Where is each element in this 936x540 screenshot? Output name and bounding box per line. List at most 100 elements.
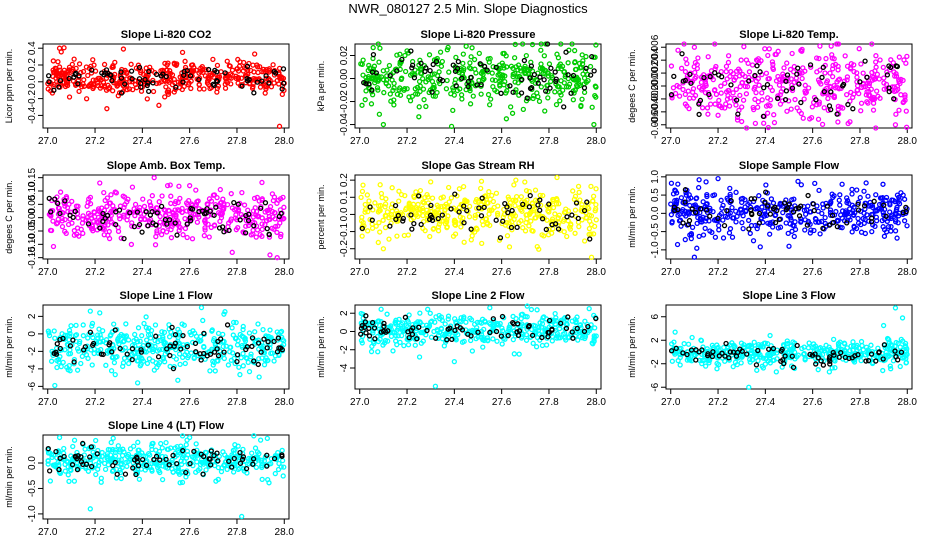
data-point (808, 64, 814, 70)
data-point-black (435, 215, 441, 222)
data-point (93, 471, 99, 478)
data-point (591, 338, 597, 344)
data-point-black (585, 323, 591, 330)
data-point-black (829, 212, 836, 219)
data-point (478, 91, 484, 97)
data-point-black (776, 216, 782, 223)
data-point (359, 188, 366, 195)
data-point (831, 56, 837, 62)
data-point (147, 331, 154, 338)
x-tick-label: 27.4 (445, 397, 465, 408)
data-point (785, 230, 791, 237)
data-point (896, 54, 902, 60)
data-point-black (845, 101, 851, 108)
data-point-black (192, 340, 199, 347)
y-axis-label: ml/min per min. (4, 316, 14, 378)
data-point (264, 435, 270, 442)
data-point-black (767, 211, 774, 217)
data-point-black (680, 220, 686, 226)
data-point (798, 47, 804, 54)
y-axis-label: Licor ppm per min. (4, 49, 14, 124)
data-point (85, 199, 91, 206)
data-point (460, 215, 466, 221)
data-point (98, 77, 104, 83)
data-point (234, 342, 241, 348)
data-point (791, 233, 797, 240)
data-point (533, 344, 540, 350)
data-point (738, 360, 744, 366)
data-point (776, 82, 783, 88)
data-point (81, 77, 87, 83)
y-tick-label: -0.5 (650, 223, 661, 241)
data-point-black (409, 65, 415, 71)
data-point (437, 49, 444, 55)
data-point (168, 200, 174, 207)
data-point (246, 330, 253, 336)
data-point (741, 342, 747, 348)
data-point-black (499, 313, 506, 320)
data-point (231, 355, 237, 362)
data-point (88, 226, 95, 232)
data-point (462, 197, 468, 203)
data-point (380, 217, 386, 223)
data-point-black (684, 351, 690, 358)
data-point (722, 105, 728, 111)
data-point (834, 79, 840, 85)
data-point (503, 116, 510, 122)
data-point (756, 193, 762, 199)
data-point (869, 41, 875, 47)
data-point-black (498, 333, 504, 339)
data-point-black (100, 351, 106, 358)
data-point (593, 94, 599, 100)
data-point (883, 197, 889, 204)
data-point-black (505, 332, 511, 339)
data-point-black (830, 219, 837, 226)
data-point (826, 369, 833, 375)
data-point (97, 310, 103, 316)
data-point (237, 371, 243, 378)
data-point (176, 351, 183, 357)
data-point-black (891, 96, 897, 102)
data-point (550, 226, 556, 232)
data-point (153, 233, 159, 240)
data-point (532, 187, 539, 193)
data-point-black (757, 69, 763, 75)
data-point (152, 322, 159, 328)
data-point (556, 325, 563, 332)
data-point (540, 192, 546, 199)
data-point (181, 458, 187, 465)
data-point-black (265, 339, 271, 345)
data-point (704, 191, 710, 198)
data-point (700, 232, 707, 238)
data-point (246, 368, 253, 375)
points (358, 174, 599, 260)
data-point (371, 340, 377, 347)
data-point (748, 350, 754, 357)
y-tick-label: 0.2 (27, 58, 38, 72)
data-point (74, 460, 80, 467)
data-point-black (387, 223, 393, 229)
data-point-black (258, 205, 264, 211)
data-point (795, 178, 801, 185)
data-point (695, 214, 701, 221)
data-point (739, 118, 745, 125)
data-point-black (744, 351, 750, 357)
data-point (888, 228, 894, 234)
data-point (280, 75, 287, 82)
data-point (259, 464, 265, 471)
x-tick-label: 27.4 (445, 136, 465, 147)
data-point (473, 70, 479, 76)
data-point (827, 207, 834, 213)
data-point-black (468, 226, 474, 232)
data-point (765, 52, 771, 59)
data-point-black (893, 63, 899, 69)
x-tick-label: 27.6 (803, 267, 823, 278)
data-point (569, 41, 575, 47)
data-point-black (783, 88, 790, 94)
data-point (898, 351, 905, 358)
data-point (888, 341, 894, 348)
x-tick-label: 27.6 (492, 397, 512, 408)
data-point (724, 76, 730, 82)
data-point (146, 325, 152, 331)
